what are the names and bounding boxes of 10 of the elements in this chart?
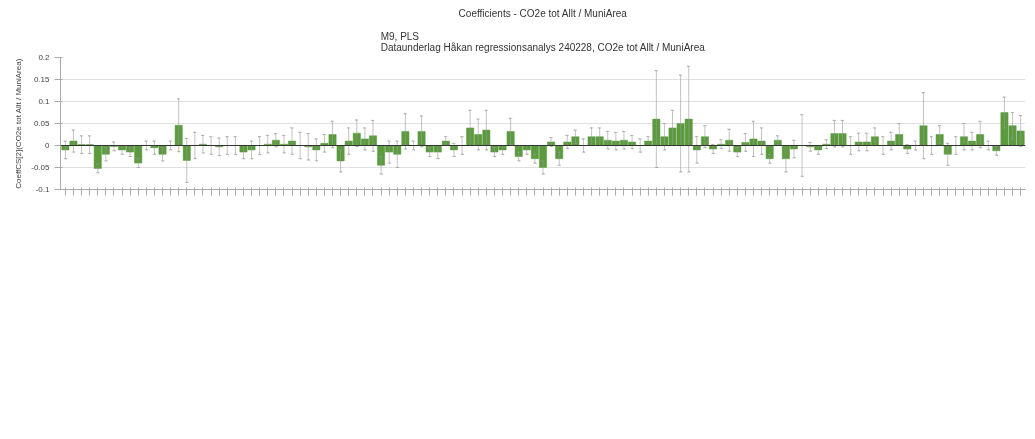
chart-title: Coefficients - CO2e tot Allt / MuniArea <box>458 7 628 19</box>
y-tick-label: 0 <box>45 141 51 150</box>
y-tick-label: 0.15 <box>33 75 51 84</box>
chart-subtitle: M9, PLS Dataunderlag Håkan regressionsanalys 240228, CO2e tot Allt / MuniArea <box>380 30 706 53</box>
y-tick-label: 0.1 <box>38 97 51 106</box>
y-tick-label: -0.05 <box>31 163 51 172</box>
y-tick-label: 0.2 <box>38 53 51 62</box>
y-tick-label: 0.05 <box>33 119 51 128</box>
y-tick-label: -0.1 <box>35 185 51 194</box>
y-axis-title: CoeffCS[2](CO2e tot Allt / MuniArea) <box>14 58 24 189</box>
